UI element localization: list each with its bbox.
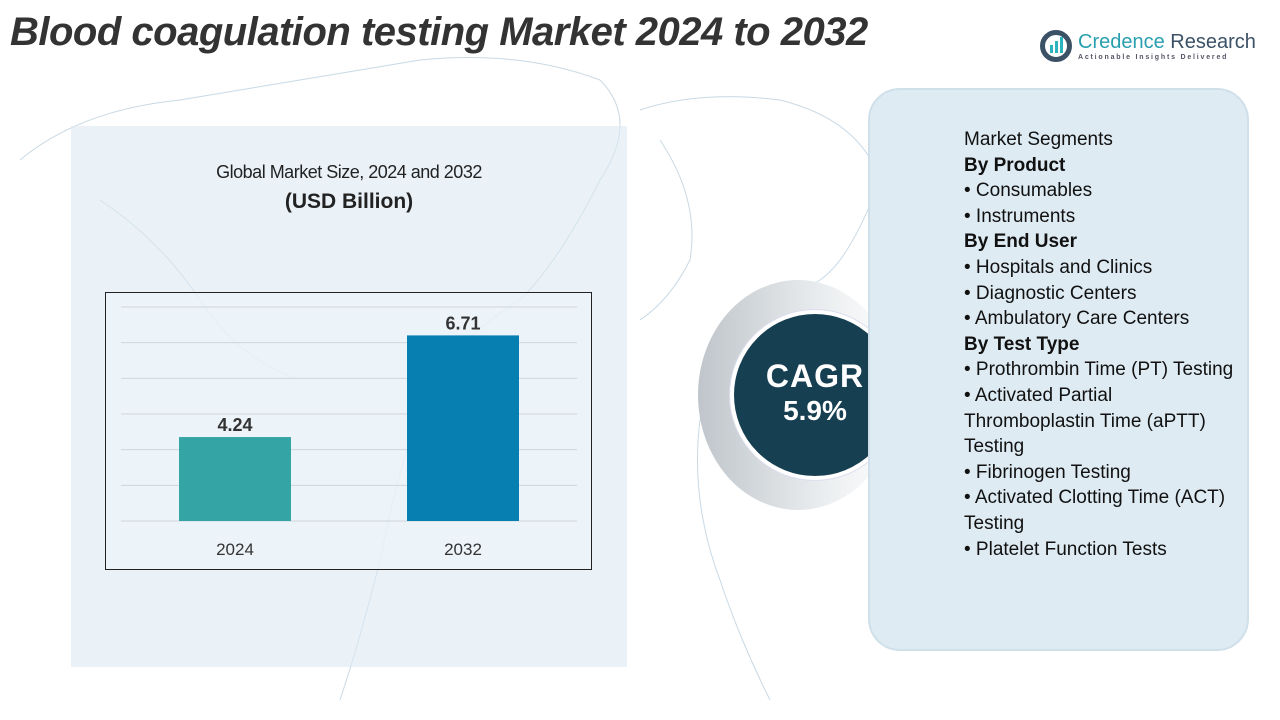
page-title: Blood coagulation testing Market 2024 to… xyxy=(10,10,868,54)
chart-subtitle: (USD Billion) xyxy=(284,190,414,213)
logo-tagline: Actionable Insights Delivered xyxy=(1078,54,1229,61)
bar-2024 xyxy=(179,437,291,521)
x-tick-label: 2024 xyxy=(216,540,254,559)
segment-item: • Ambulatory Care Centers xyxy=(964,308,1190,330)
x-tick-label: 2032 xyxy=(444,540,482,559)
segment-item: • Hospitals and Clinics xyxy=(964,256,1153,278)
cagr-label: CAGR xyxy=(765,358,865,394)
data-label: 4.24 xyxy=(217,415,252,435)
segment-item: • Diagnostic Centers xyxy=(964,282,1137,304)
bar-2032 xyxy=(407,335,519,521)
segment-item: • Prothrombin Time (PT) Testing xyxy=(964,359,1234,381)
market-segments-list: Market Segments By Product • Consumables •… xyxy=(964,127,1239,562)
segments-heading: Market Segments xyxy=(964,129,1113,150)
credence-research-logo: Credence Research Actionable Insights De… xyxy=(1040,30,1256,62)
segment-item: • Platelet Function Tests xyxy=(964,538,1167,560)
segment-item: • Consumables xyxy=(964,180,1093,202)
chart-frame: 4.24 2024 6.71 2032 xyxy=(105,292,592,570)
segment-item: • Activated Partial Thromboplastin Time … xyxy=(964,384,1206,458)
segment-category-heading: By Product xyxy=(964,154,1066,176)
segment-category-heading: By End User xyxy=(964,231,1077,253)
logo-name-part2: Research xyxy=(1170,31,1256,53)
segment-item: • Fibrinogen Testing xyxy=(964,461,1131,483)
chart-title: Global Market Size, 2024 and 2032 xyxy=(216,162,482,182)
market-segments-panel xyxy=(868,88,1249,651)
segment-item: • Instruments xyxy=(964,205,1076,227)
segment-category-heading: By Test Type xyxy=(964,333,1080,355)
logo-bar-chart-icon xyxy=(1040,30,1072,62)
segment-item: • Activated Clotting Time (ACT) Testing xyxy=(964,487,1226,534)
bar-chart: 4.24 2024 6.71 2032 xyxy=(121,306,577,559)
logo-name-part1: Credence xyxy=(1078,31,1165,53)
cagr-value: 5.9% xyxy=(783,395,847,426)
data-label: 6.71 xyxy=(445,313,480,333)
